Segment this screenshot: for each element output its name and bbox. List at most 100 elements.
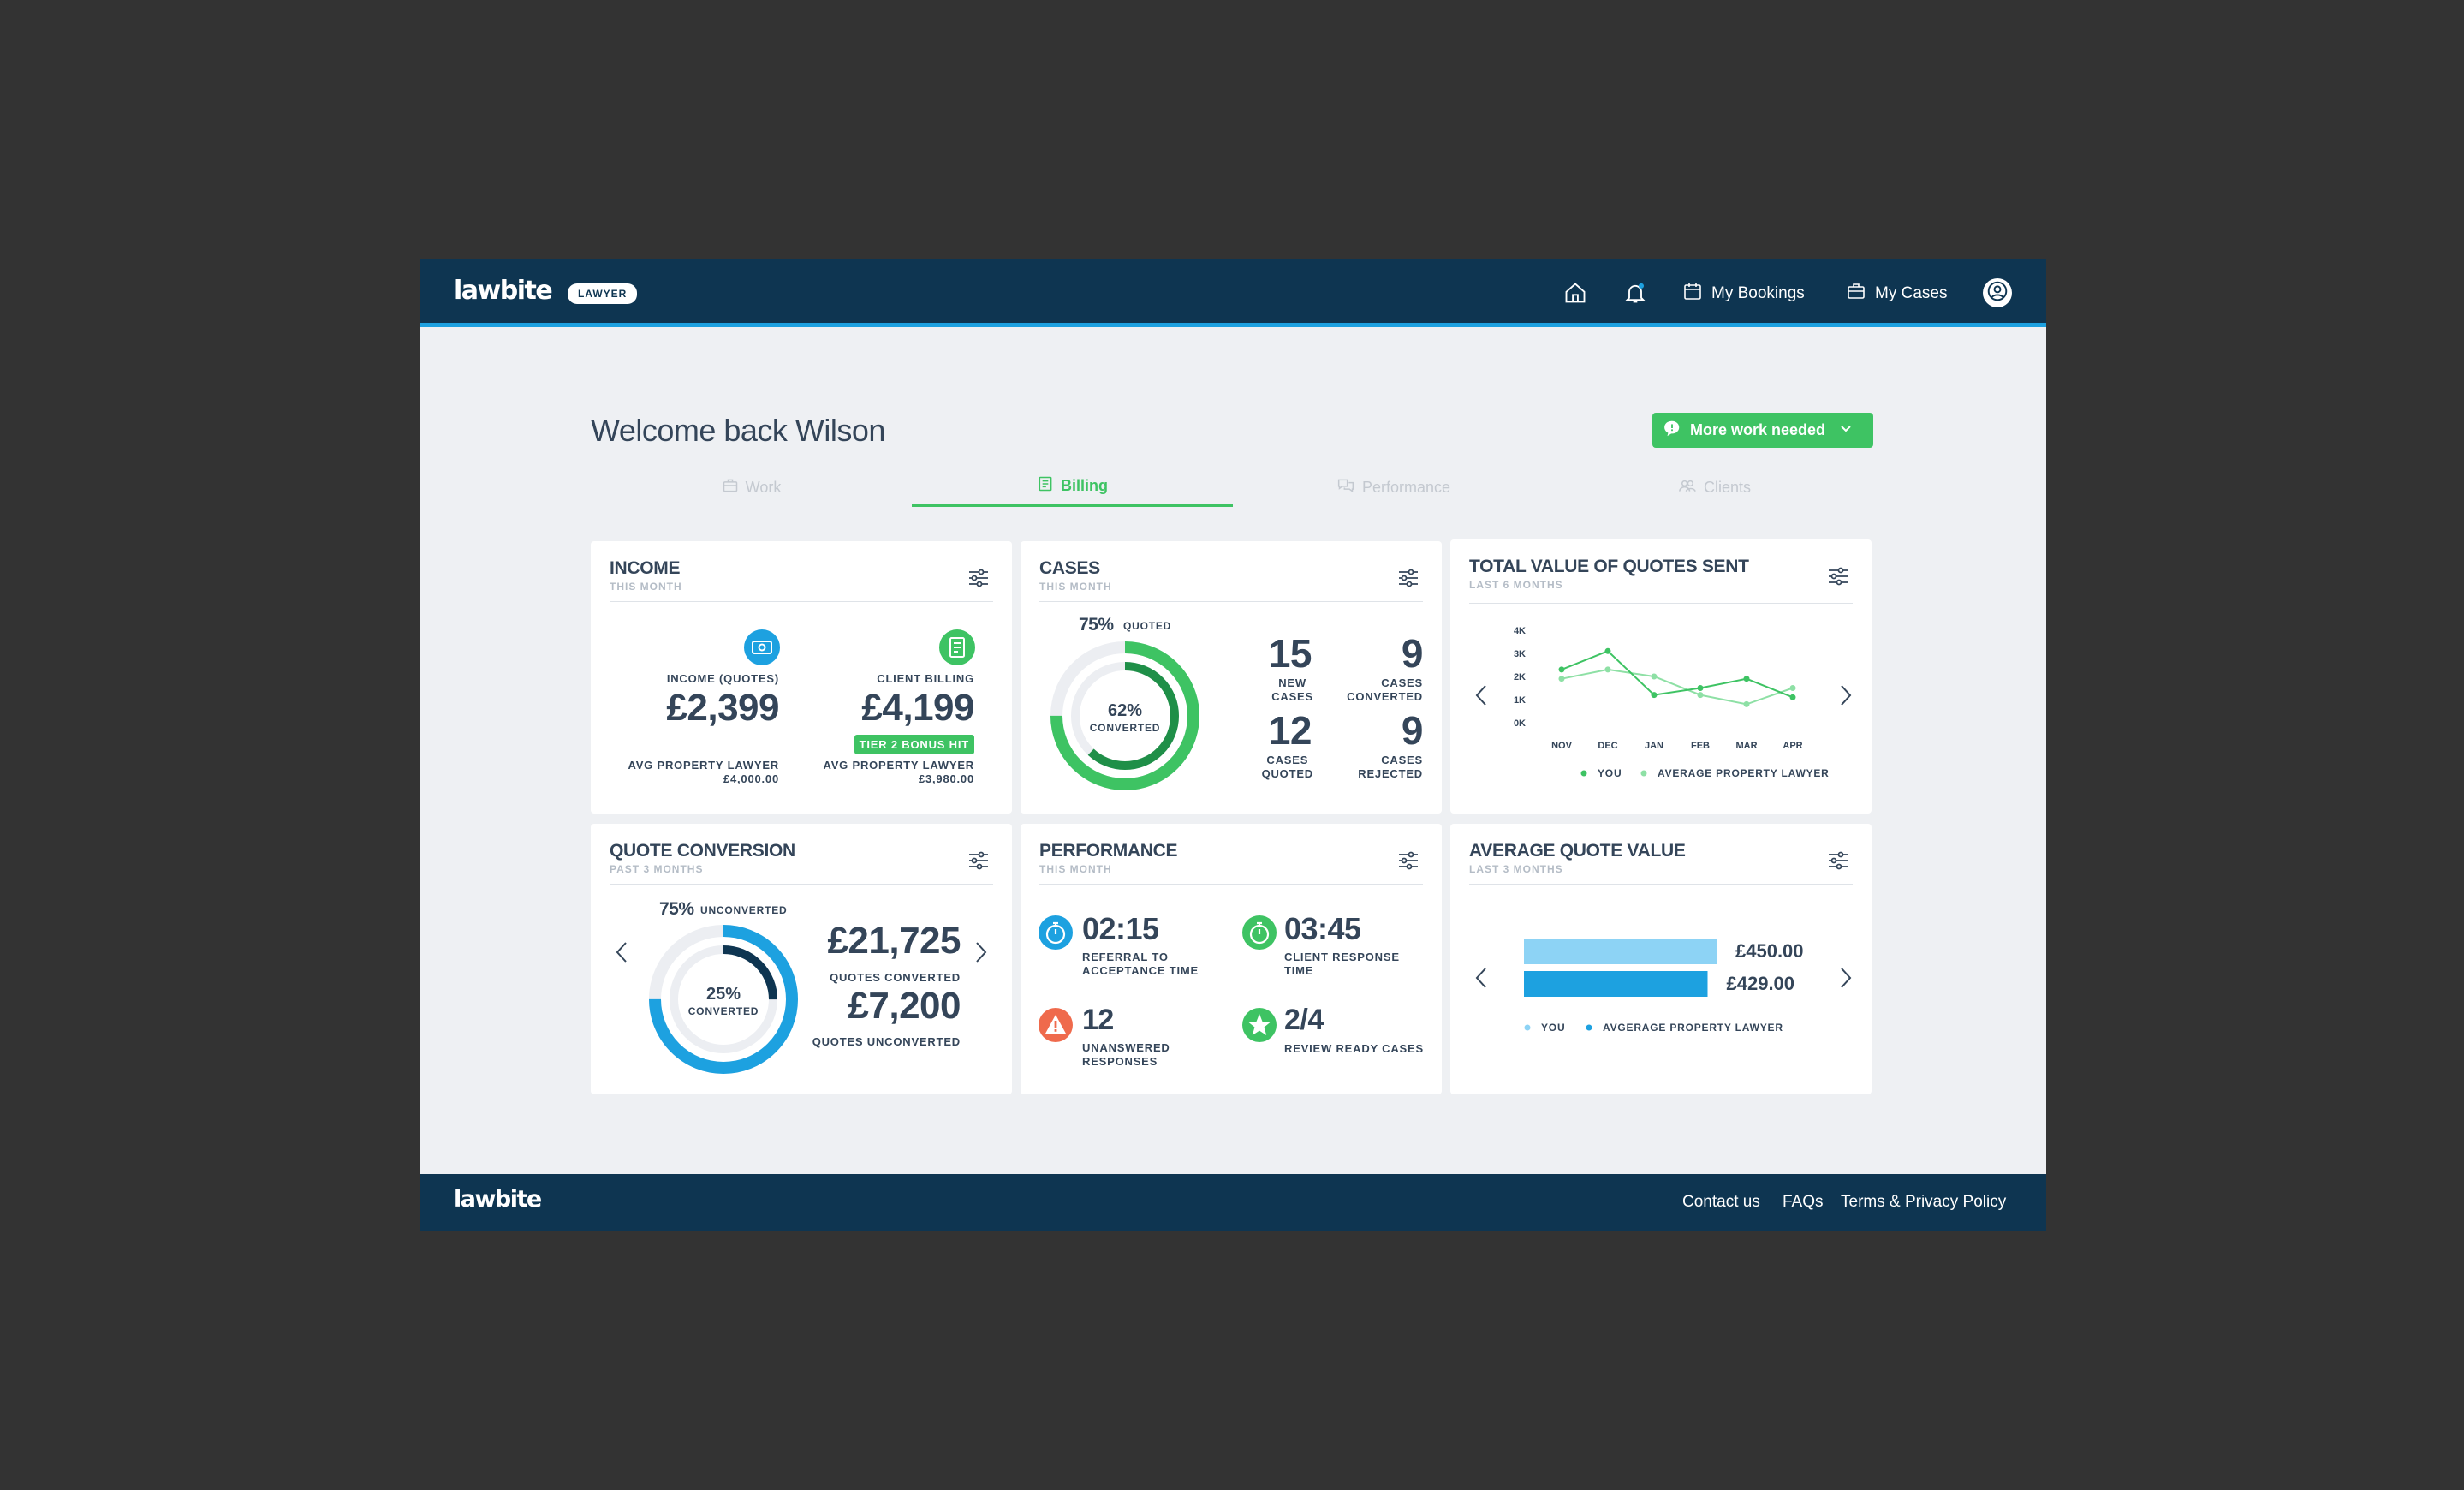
cases-card: CASES THIS MONTH 75% QUOTED 62% CONVERTE… [1021, 541, 1442, 814]
card-title: INCOME [610, 558, 681, 578]
x-tick-label: FEB [1691, 741, 1710, 751]
data-point [1651, 692, 1658, 699]
filter-settings-icon[interactable] [1397, 849, 1419, 876]
cases-converted-value: 9 [1401, 631, 1424, 676]
data-point [1789, 694, 1796, 700]
data-point [1604, 666, 1611, 673]
divider [1039, 884, 1423, 885]
tab-performance[interactable]: Performance [1233, 468, 1554, 507]
filter-settings-icon[interactable] [967, 849, 990, 876]
contact-us-link[interactable]: Contact us [1682, 1193, 1760, 1211]
quotes-unconverted-value: £7,200 [848, 985, 961, 1027]
star-icon [1241, 1007, 1277, 1047]
cases-rejected-value: 9 [1401, 708, 1424, 753]
chevron-right-icon[interactable] [974, 940, 988, 968]
unanswered-label: UNANSWERED RESPONSES [1082, 1041, 1170, 1068]
chevron-left-icon[interactable] [1474, 966, 1488, 994]
outer-ring-unconverted [649, 925, 798, 1074]
card-title: QUOTE CONVERSION [610, 841, 795, 861]
status-button-label: More work needed [1690, 421, 1826, 438]
average-quote-card: AVERAGE QUOTE VALUE LAST 3 MONTHS £450.0… [1450, 824, 1872, 1094]
calendar-icon [1682, 281, 1703, 307]
card-title: CASES [1039, 558, 1100, 578]
income-card: INCOME THIS MONTH INCOME (QUOTES) £2,399… [591, 541, 1012, 814]
bell-icon[interactable] [1623, 281, 1647, 309]
bonus-badge: TIER 2 BONUS HIT [854, 735, 974, 754]
series-line [1561, 650, 1794, 699]
chevron-right-icon[interactable] [1839, 966, 1853, 994]
quoted-percent: 75% [1079, 615, 1114, 635]
card-period: THIS MONTH [1039, 863, 1112, 875]
footer-lawbite-logo[interactable]: lawbite [454, 1186, 542, 1213]
converted-label: CONVERTED [688, 1005, 759, 1017]
client-response-label: CLIENT RESPONSE TIME [1284, 951, 1400, 977]
role-badge: LAWYER [568, 283, 638, 304]
tab-clients[interactable]: Clients [1554, 468, 1875, 507]
app-window: lawbite LAWYER My Bookings My Cases Welc… [420, 259, 2046, 1231]
quotes-converted-label: QUOTES CONVERTED [830, 971, 961, 984]
more-work-needed-dropdown[interactable]: More work needed [1652, 413, 1873, 448]
chevron-right-icon[interactable] [1839, 683, 1853, 712]
chevron-left-icon[interactable] [1474, 683, 1488, 712]
faqs-link[interactable]: FAQs [1783, 1193, 1824, 1211]
lawbite-logo[interactable]: lawbite [454, 276, 553, 306]
divider [610, 884, 993, 885]
terms-privacy-link[interactable]: Terms & Privacy Policy [1841, 1193, 2007, 1211]
my-bookings-link[interactable]: My Bookings [1682, 281, 1805, 307]
legend-marker [1524, 1024, 1531, 1031]
bar [1524, 971, 1708, 997]
x-tick-label: JAN [1645, 741, 1663, 751]
data-point [1651, 673, 1658, 680]
user-avatar[interactable] [1983, 278, 2012, 307]
x-tick-label: DEC [1598, 741, 1617, 751]
tab-billing-label: Billing [1061, 477, 1108, 494]
y-tick-label: 2K [1514, 672, 1526, 682]
bar-value-label: £429.00 [1727, 973, 1795, 994]
tab-work-label: Work [745, 478, 782, 496]
tab-billing[interactable]: Billing [912, 468, 1233, 507]
income-quotes-value: £2,399 [666, 687, 779, 729]
filter-settings-icon[interactable] [967, 567, 990, 593]
divider [1039, 601, 1423, 602]
my-cases-label: My Cases [1875, 284, 1948, 302]
data-point [1697, 692, 1704, 699]
tab-performance-label: Performance [1361, 478, 1451, 496]
my-cases-link[interactable]: My Cases [1846, 281, 1947, 307]
legend-label: AVGERAGE PROPERTY LAWYER [1603, 1022, 1783, 1034]
review-ready-label: REVIEW READY CASES [1284, 1042, 1424, 1055]
card-period: LAST 6 MONTHS [1469, 579, 1563, 591]
converted-label: CONVERTED [1090, 722, 1161, 734]
quote-conversion-donut-chart: 25% CONVERTED [649, 925, 798, 1074]
chat-icon [1336, 477, 1355, 498]
legend-marker [1580, 770, 1587, 777]
tab-work[interactable]: Work [591, 468, 912, 507]
filter-settings-icon[interactable] [1397, 567, 1419, 593]
avg-property-lawyer-label: AVG PROPERTY LAWYER [628, 759, 779, 772]
briefcase-icon [722, 477, 739, 498]
filter-settings-icon[interactable] [1827, 849, 1849, 876]
chevron-left-icon[interactable] [615, 940, 628, 968]
legend-marker [1586, 1024, 1592, 1031]
y-tick-label: 3K [1514, 649, 1526, 659]
my-bookings-label: My Bookings [1711, 284, 1805, 302]
warning-icon [1038, 1007, 1074, 1047]
receipt-icon [1037, 475, 1054, 497]
footer: lawbite Contact us FAQs Terms & Privacy … [420, 1174, 2046, 1231]
data-point [1604, 647, 1611, 654]
cases-donut-chart: 62% CONVERTED [1050, 641, 1199, 790]
card-title: AVERAGE QUOTE VALUE [1469, 841, 1686, 861]
cases-converted-label: CASES CONVERTED [1347, 676, 1423, 703]
quoted-label: QUOTED [1123, 620, 1172, 632]
top-navigation-bar: lawbite LAWYER My Bookings My Cases [420, 259, 2046, 327]
cases-rejected-label: CASES REJECTED [1358, 754, 1423, 780]
converted-percent: 62% [1108, 701, 1142, 720]
client-billing-label: CLIENT BILLING [877, 672, 974, 685]
quotes-line-chart: 0K 1K 2K 3K 4K NOV DEC JAN FEB MAR APR YOU AVERAGE P… [1514, 626, 1829, 779]
inner-ring-converted [1071, 662, 1179, 770]
dashboard-tabs: Work Billing Performance Clients [591, 468, 1875, 507]
home-icon[interactable] [1563, 281, 1587, 309]
data-point [1558, 666, 1565, 673]
filter-settings-icon[interactable] [1827, 565, 1849, 592]
data-point [1558, 676, 1565, 682]
referral-time-label: REFERRAL TO ACCEPTANCE TIME [1082, 951, 1199, 977]
